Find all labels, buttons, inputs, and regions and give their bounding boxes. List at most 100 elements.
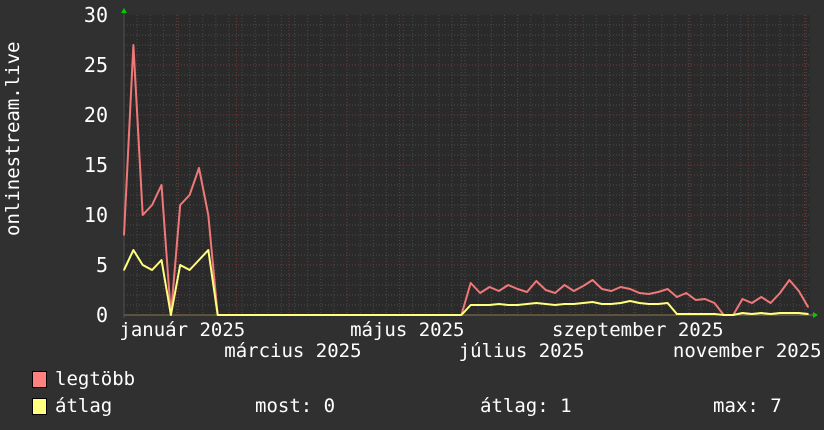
- data-point: [657, 291, 659, 293]
- y-tick-label: 15: [84, 153, 108, 177]
- data-point: [132, 249, 135, 251]
- data-point: [769, 302, 772, 304]
- data-point: [498, 303, 500, 305]
- y-tick-label: 5: [96, 253, 108, 277]
- x-tick-label: szeptember 2025: [552, 319, 724, 341]
- data-point: [141, 214, 144, 216]
- data-point: [245, 314, 247, 316]
- data-point: [601, 303, 603, 305]
- data-point: [751, 302, 753, 304]
- data-point: [404, 314, 406, 316]
- data-point: [179, 204, 182, 206]
- data-point: [704, 298, 706, 300]
- data-point: [591, 279, 594, 281]
- data-point: [488, 304, 491, 306]
- data-point: [685, 292, 688, 294]
- data-point: [788, 312, 791, 314]
- data-point: [573, 303, 575, 305]
- data-point: [573, 290, 575, 292]
- y-tick-label: 25: [84, 53, 108, 77]
- data-point: [648, 293, 650, 295]
- data-point: [601, 288, 603, 290]
- data-point: [526, 303, 528, 305]
- data-point: [198, 167, 200, 169]
- data-point: [188, 269, 191, 271]
- data-point: [666, 288, 669, 290]
- data-point: [329, 314, 331, 316]
- data-point: [741, 312, 744, 314]
- data-point: [535, 302, 538, 304]
- data-point: [141, 264, 144, 266]
- data-point: [751, 313, 753, 315]
- stat-max: max: 7: [713, 395, 782, 417]
- data-point: [385, 314, 388, 316]
- data-point: [619, 302, 622, 304]
- data-point: [544, 289, 547, 291]
- legend-item-avg: átlag: [32, 395, 112, 417]
- data-point: [235, 314, 238, 316]
- data-point: [291, 314, 294, 316]
- data-point: [610, 290, 613, 292]
- data-point: [469, 282, 472, 284]
- data-point: [629, 300, 631, 302]
- data-point: [554, 292, 556, 294]
- data-point: [807, 313, 809, 315]
- legend-label-avg: átlag: [55, 395, 113, 417]
- data-point: [526, 291, 528, 293]
- data-point: [413, 314, 416, 316]
- data-point: [469, 304, 472, 306]
- data-point: [591, 301, 594, 303]
- stat-average: átlag: 1: [480, 395, 572, 417]
- data-point: [273, 314, 275, 316]
- data-point: [216, 314, 219, 316]
- data-point: [282, 314, 285, 316]
- data-point: [544, 303, 547, 305]
- data-point: [479, 304, 481, 306]
- data-point: [610, 303, 613, 305]
- data-point: [563, 303, 566, 305]
- data-point: [563, 284, 566, 286]
- data-point: [779, 312, 781, 314]
- data-point: [123, 269, 125, 271]
- legend-swatch-max: [32, 370, 47, 388]
- data-point: [170, 314, 172, 316]
- data-point: [432, 314, 435, 316]
- data-point: [685, 313, 688, 315]
- legend-swatch-avg: [32, 397, 47, 415]
- data-point: [207, 214, 210, 216]
- data-point: [320, 314, 322, 316]
- data-point: [357, 314, 360, 316]
- data-point: [648, 303, 650, 305]
- data-point: [160, 259, 163, 261]
- x-tick-label: március 2025: [224, 340, 361, 362]
- data-point: [582, 302, 585, 304]
- data-point: [160, 184, 163, 186]
- data-point: [507, 284, 510, 286]
- data-point: [132, 44, 135, 46]
- data-point: [694, 313, 697, 315]
- data-point: [760, 296, 763, 298]
- data-point: [779, 292, 781, 294]
- data-point: [151, 204, 153, 206]
- data-point: [638, 292, 641, 294]
- data-point: [657, 303, 659, 305]
- y-tick-label: 0: [96, 303, 108, 327]
- y-axis-label: onlinestream.live: [2, 41, 24, 236]
- legend-label-max: legtöbb: [55, 368, 136, 390]
- data-point: [741, 298, 744, 300]
- x-axis-arrow-icon: [813, 312, 818, 318]
- data-point: [207, 249, 210, 251]
- data-point: [760, 312, 763, 314]
- data-point: [769, 313, 772, 315]
- data-point: [554, 304, 556, 306]
- data-point: [423, 314, 425, 316]
- x-tick-label: július 2025: [459, 340, 585, 362]
- data-point: [123, 234, 125, 236]
- x-tick-label: május 2025: [350, 319, 464, 341]
- data-point: [516, 288, 519, 290]
- data-point: [460, 314, 463, 316]
- y-tick-label: 10: [84, 203, 108, 227]
- data-point: [582, 285, 585, 287]
- data-point: [348, 314, 350, 316]
- data-point: [301, 314, 303, 316]
